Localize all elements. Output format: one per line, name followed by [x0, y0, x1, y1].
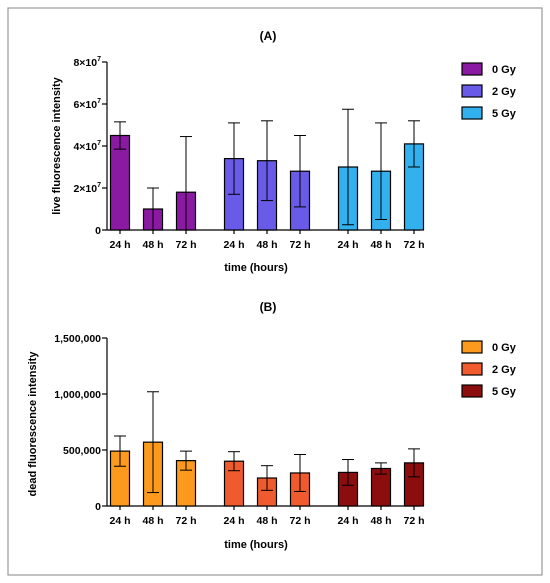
- legend-label: 2 Gy: [492, 364, 517, 376]
- x-tick-label: 24 h: [337, 515, 358, 527]
- x-tick-label: 48 h: [256, 515, 277, 527]
- y-tick-exponent: 7: [97, 140, 101, 147]
- x-tick-label: 24 h: [337, 239, 358, 251]
- x-tick-label: 48 h: [142, 515, 163, 527]
- x-axis-label: time (hours): [224, 539, 288, 551]
- y-tick-label: 2×107: [73, 182, 101, 195]
- x-tick-label: 24 h: [109, 515, 130, 527]
- legend-swatch: [461, 62, 483, 76]
- y-tick-label: 1,500,000: [54, 333, 101, 345]
- y-axis-label: dead fluorescence intensity: [27, 351, 39, 497]
- y-tick-label: 0: [95, 225, 101, 237]
- y-tick-base: ×10: [79, 183, 97, 195]
- y-tick-base: ×10: [79, 141, 97, 153]
- y-tick-exponent: 7: [97, 56, 101, 63]
- y-tick-mantissa: 8: [73, 57, 79, 69]
- x-axis-label: time (hours): [224, 262, 288, 274]
- legend-swatch: [461, 384, 483, 398]
- y-tick-mantissa: 6: [73, 99, 79, 111]
- legend-swatch: [461, 362, 483, 376]
- legend-label: 5 Gy: [492, 108, 517, 120]
- chart-title: (B): [260, 300, 277, 314]
- x-tick-label: 48 h: [256, 239, 277, 251]
- y-tick-label: 1,000,000: [54, 389, 101, 401]
- legend-label: 0 Gy: [492, 342, 517, 354]
- y-tick-label: 6×107: [73, 98, 101, 111]
- y-tick-label: 4×107: [73, 140, 101, 153]
- y-tick-mantissa: 2: [73, 183, 79, 195]
- x-tick-label: 48 h: [370, 239, 391, 251]
- x-tick-label: 24 h: [109, 239, 130, 251]
- chart-title: (A): [260, 29, 277, 43]
- x-tick-label: 72 h: [289, 239, 310, 251]
- chart-b: (B) dead fluorescence intensity time (hour…: [27, 300, 517, 551]
- x-tick-label: 48 h: [142, 239, 163, 251]
- x-tick-label: 24 h: [223, 239, 244, 251]
- legend-swatch: [461, 340, 483, 354]
- y-tick-label: 0: [95, 501, 101, 513]
- legend-swatch: [461, 84, 483, 98]
- y-tick-exponent: 7: [97, 182, 101, 189]
- chart-a: (A) live fluorescence intensity time (hour…: [51, 29, 517, 274]
- y-tick-base: ×10: [79, 99, 97, 111]
- y-axis-label: live fluorescence intensity: [51, 76, 63, 214]
- x-tick-label: 72 h: [289, 515, 310, 527]
- x-tick-label: 72 h: [175, 239, 196, 251]
- legend-label: 2 Gy: [492, 86, 517, 98]
- x-tick-label: 24 h: [223, 515, 244, 527]
- y-tick-mantissa: 0: [95, 225, 101, 237]
- x-tick-label: 72 h: [403, 515, 424, 527]
- y-tick-base: ×10: [79, 57, 97, 69]
- legend-label: 0 Gy: [492, 64, 517, 76]
- legend-swatch: [461, 106, 483, 120]
- y-tick-label: 8×107: [73, 56, 101, 69]
- y-tick-mantissa: 4: [73, 141, 79, 153]
- x-tick-label: 48 h: [370, 515, 391, 527]
- x-tick-label: 72 h: [403, 239, 424, 251]
- y-tick-label: 500,000: [63, 445, 101, 457]
- legend-label: 5 Gy: [492, 386, 517, 398]
- bar-0gy-24h: [109, 134, 131, 231]
- x-tick-label: 72 h: [175, 515, 196, 527]
- y-tick-exponent: 7: [97, 98, 101, 105]
